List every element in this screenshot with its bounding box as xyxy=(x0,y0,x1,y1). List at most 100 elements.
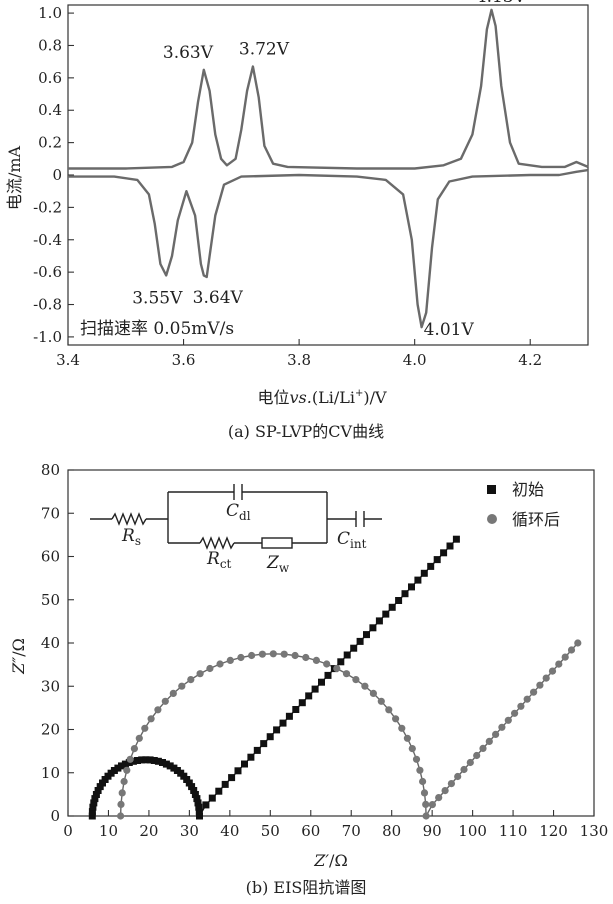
eis-x-tick-label: 20 xyxy=(139,822,158,840)
cycled-data-point xyxy=(169,689,177,698)
eis-x-tick-label: 90 xyxy=(423,822,442,840)
cycled-data-point xyxy=(291,651,299,660)
initial-data-point xyxy=(395,597,403,604)
initial-data-point xyxy=(142,756,150,764)
initial-data-point xyxy=(191,791,199,798)
cycled-data-point xyxy=(352,676,360,684)
initial-data-point xyxy=(114,764,122,772)
cycled-data-point xyxy=(408,745,416,753)
cv-peak-label: 4.13V xyxy=(476,0,527,7)
initial-data-point xyxy=(88,808,96,816)
cycled-data-point xyxy=(485,737,493,746)
initial-data-point xyxy=(195,808,203,816)
legend-cycled: 循环后 xyxy=(512,510,560,529)
eis-x-tick-label: 110 xyxy=(499,822,528,840)
initial-data-point xyxy=(343,651,351,659)
legend-initial: 初始 xyxy=(512,480,544,499)
initial-data-point xyxy=(190,787,198,794)
cycled-data-point xyxy=(216,660,224,668)
eis-legend: 初始 循环后 xyxy=(487,480,560,529)
initial-data-point xyxy=(408,583,415,591)
initial-data-point xyxy=(89,803,97,811)
eis-x-axis-label: Z′/Ω xyxy=(313,851,347,870)
cycled-data-point xyxy=(567,646,576,654)
initial-data-point xyxy=(118,762,125,770)
eis-y-tick-label: 20 xyxy=(41,721,60,739)
initial-data-point xyxy=(285,712,293,720)
cycled-data-point xyxy=(441,787,449,795)
initial-data-point xyxy=(305,692,313,700)
initial-data-point xyxy=(194,799,202,807)
cycled-data-point xyxy=(517,702,525,710)
cycled-data-point xyxy=(312,656,320,665)
eis-x-tick-label: 70 xyxy=(342,822,361,840)
initial-data-point xyxy=(273,726,281,734)
initial-data-point xyxy=(138,756,146,764)
initial-data-point xyxy=(195,803,203,811)
initial-data-point xyxy=(452,535,460,543)
initial-data-point xyxy=(215,787,223,795)
initial-data-point xyxy=(375,617,383,625)
cycled-data-point xyxy=(342,670,351,678)
cycled-data-point xyxy=(135,734,143,742)
cycled-data-point xyxy=(323,660,331,668)
label-zw: Zw xyxy=(266,553,290,575)
initial-data-point xyxy=(318,678,325,686)
eis-y-axis-label: Z″/Ω xyxy=(9,638,28,675)
legend-square-icon xyxy=(487,485,496,494)
cv-peak-label: 3.63V xyxy=(163,43,214,63)
initial-data-point xyxy=(196,812,203,820)
initial-data-point xyxy=(208,794,216,802)
cv-x-tick-label: 4.0 xyxy=(403,351,427,369)
eis-y-tick-label: 10 xyxy=(41,764,60,782)
initial-data-point xyxy=(146,756,154,764)
initial-data-point xyxy=(350,644,358,652)
cycled-data-point xyxy=(416,766,424,774)
initial-data-point xyxy=(401,590,409,598)
cycled-data-point xyxy=(141,724,149,732)
warburg-icon xyxy=(261,537,293,549)
initial-data-point xyxy=(88,812,96,820)
cycled-data-point xyxy=(466,758,474,767)
cycled-data-point xyxy=(447,780,455,788)
cv-y-tick-label: 0 xyxy=(52,166,62,184)
eis-caption: (b) EIS阻抗谱图 xyxy=(246,878,367,897)
initial-data-point xyxy=(150,757,158,764)
initial-data-point xyxy=(324,671,332,679)
cycled-data-point xyxy=(269,650,277,658)
cv-peak-label: 3.72V xyxy=(239,40,290,60)
cv-peak-labels: 3.63V 3.72V 4.13V 3.55V 3.64V 4.01V xyxy=(132,0,526,340)
initial-fit-line xyxy=(91,538,457,819)
cycled-data-point xyxy=(117,812,125,820)
initial-data-point xyxy=(91,795,99,803)
cv-y-tick-label: 1.0 xyxy=(38,4,62,22)
cv-y-tick-label: -0.6 xyxy=(33,263,62,281)
cycled-data-point xyxy=(536,681,544,689)
cv-x-tick-label: 3.8 xyxy=(287,351,311,369)
xlabel-part-vs: vs. xyxy=(289,388,311,407)
initial-data-point xyxy=(420,569,428,577)
eis-x-axis: 0 10 20 30 40 50 60 70 80 90 100 110 120 130 xyxy=(63,810,608,840)
cycled-points xyxy=(117,639,582,820)
legend-circle-icon xyxy=(487,514,497,524)
eis-x-tick-label: 130 xyxy=(580,822,609,840)
resistor-rct-icon xyxy=(199,536,235,550)
eis-y-tick-label: 50 xyxy=(41,591,60,609)
cycled-data-point xyxy=(361,682,369,690)
initial-data-point xyxy=(440,549,448,557)
eis-y-tick-label: 80 xyxy=(41,461,60,479)
cycled-data-point xyxy=(147,715,155,723)
cycled-data-point xyxy=(126,755,134,763)
cycled-data-point xyxy=(187,676,195,684)
cycled-data-point xyxy=(280,650,288,658)
cv-y-tick-label: 0.6 xyxy=(38,69,62,87)
cycled-data-point xyxy=(237,653,245,662)
eis-y-tick-label: 60 xyxy=(41,548,60,566)
eis-x-tick-label: 80 xyxy=(382,822,401,840)
initial-data-point xyxy=(298,699,306,707)
cycled-data-point xyxy=(454,772,462,781)
cycled-data-point xyxy=(428,801,436,809)
initial-data-point xyxy=(247,753,255,761)
cv-y-tick-label: -0.8 xyxy=(33,296,62,314)
cv-y-axis-label: 电流/mA xyxy=(5,145,24,210)
